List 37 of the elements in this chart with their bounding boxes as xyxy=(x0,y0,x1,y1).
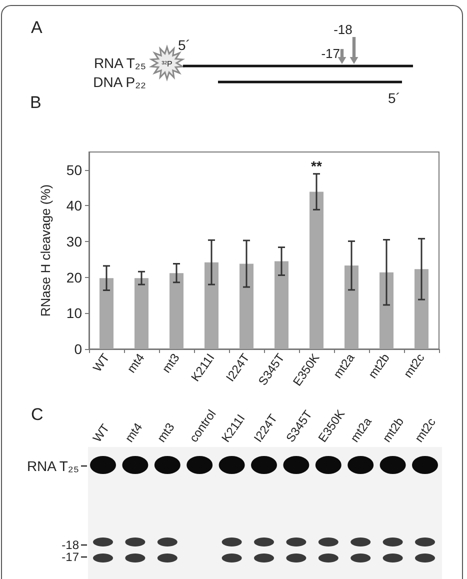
y-tick-label: 20 xyxy=(66,269,82,286)
text: -18 xyxy=(62,538,80,552)
bar xyxy=(240,264,254,349)
bar xyxy=(134,278,148,349)
y-tick-label: 10 xyxy=(66,305,82,322)
text: ³²P xyxy=(162,60,172,68)
bar xyxy=(310,192,324,349)
text: -17 xyxy=(321,46,340,61)
bar xyxy=(204,262,218,349)
bar xyxy=(380,272,394,349)
text: C xyxy=(31,405,44,424)
bar xyxy=(414,269,428,349)
x-tick-label: WT xyxy=(90,350,113,374)
chart-title: B xyxy=(30,93,42,112)
annotation: ** xyxy=(311,158,322,174)
text: DNA P₂₂ xyxy=(93,74,146,90)
y-tick-label: 30 xyxy=(66,234,82,250)
y-axis-title: RNase H cleavage (%) xyxy=(38,184,53,317)
y-tick-label: 0 xyxy=(74,341,82,357)
text: A xyxy=(31,18,43,37)
y-tick-label: 50 xyxy=(66,162,82,178)
text: -18 xyxy=(334,22,352,37)
text: RNA T₂₅ xyxy=(94,55,146,71)
y-tick-label: 40 xyxy=(66,198,82,214)
bar xyxy=(100,278,114,349)
text: 5´ xyxy=(178,37,190,53)
text: RNA T₂₅ xyxy=(26,458,79,474)
text: -17 xyxy=(62,550,80,564)
category-label: WT xyxy=(90,420,113,445)
text: 5´ xyxy=(388,90,400,106)
bar xyxy=(170,273,184,349)
bar xyxy=(274,261,288,349)
bar xyxy=(344,266,358,349)
x-tick-label: mt3 xyxy=(159,350,182,376)
category-label: mt3 xyxy=(154,420,178,445)
category-label: mt4 xyxy=(122,420,146,445)
x-tick-label: mt4 xyxy=(124,350,148,376)
